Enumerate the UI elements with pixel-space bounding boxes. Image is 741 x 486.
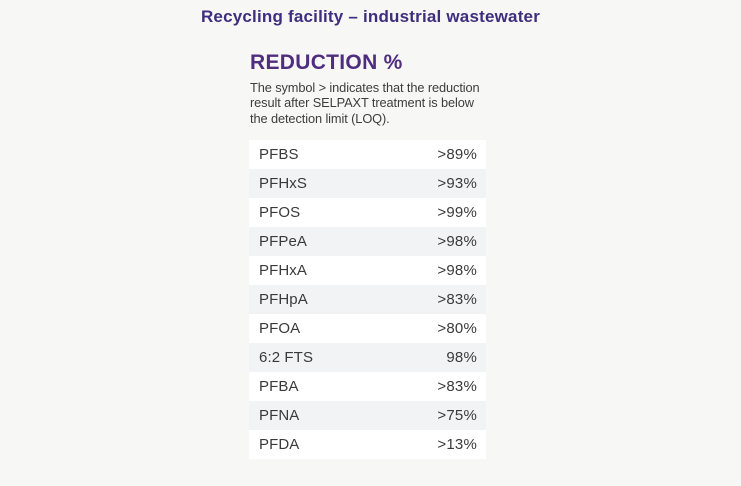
table-row: PFNA >75% [249, 401, 486, 431]
table-row: PFBS >89% [249, 140, 486, 170]
reduction-section: REDUCTION % The symbol > indicates that … [249, 51, 486, 460]
table-row: 6:2 FTS 98% [249, 343, 486, 373]
reduction-heading: REDUCTION % [250, 51, 403, 74]
compound-label: PFOA [259, 320, 301, 338]
reduction-value: >80% [437, 320, 477, 338]
reduction-value: >99% [437, 204, 477, 222]
compound-label: 6:2 FTS [259, 349, 314, 367]
reduction-value: >83% [437, 291, 477, 309]
reduction-value: >75% [437, 407, 477, 425]
compound-label: PFHpA [259, 291, 308, 309]
table-row: PFPeA >98% [249, 227, 486, 257]
compound-label: PFDA [259, 436, 300, 454]
note-line: result after SELPAXT treatment is below [250, 95, 474, 111]
compound-label: PFOS [259, 204, 301, 222]
compound-label: PFNA [259, 407, 300, 425]
compound-label: PFBS [259, 146, 299, 164]
table-row: PFHpA >83% [249, 285, 486, 315]
note-line: The symbol > indicates that the reductio… [250, 80, 480, 95]
table-row: PFDA >13% [249, 430, 486, 460]
reduction-value: 98% [446, 349, 477, 367]
reduction-note: The symbol > indicates that the reductio… [250, 80, 486, 126]
table-row: PFHxS >93% [249, 169, 486, 199]
note-line: the detection limit (LOQ). [250, 110, 390, 126]
compound-label: PFHxA [259, 262, 308, 280]
table-row: PFOA >80% [249, 314, 486, 344]
table-row: PFBA >83% [249, 372, 486, 402]
compound-label: PFPeA [259, 233, 308, 251]
table-row: PFOS >99% [249, 198, 486, 228]
compound-label: PFBA [259, 378, 299, 396]
page-title: Recycling facility – industrial wastewat… [200, 7, 541, 26]
reduction-value: >13% [437, 436, 477, 454]
reduction-value: >98% [437, 233, 477, 251]
reduction-value: >83% [437, 378, 477, 396]
reduction-table: PFBS >89% PFHxS >93% PFOS >99% PFPeA >98… [249, 140, 486, 460]
compound-label: PFHxS [259, 175, 308, 193]
reduction-value: >93% [437, 175, 477, 193]
reduction-value: >89% [437, 146, 477, 164]
reduction-value: >98% [437, 262, 477, 280]
table-row: PFHxA >98% [249, 256, 486, 286]
